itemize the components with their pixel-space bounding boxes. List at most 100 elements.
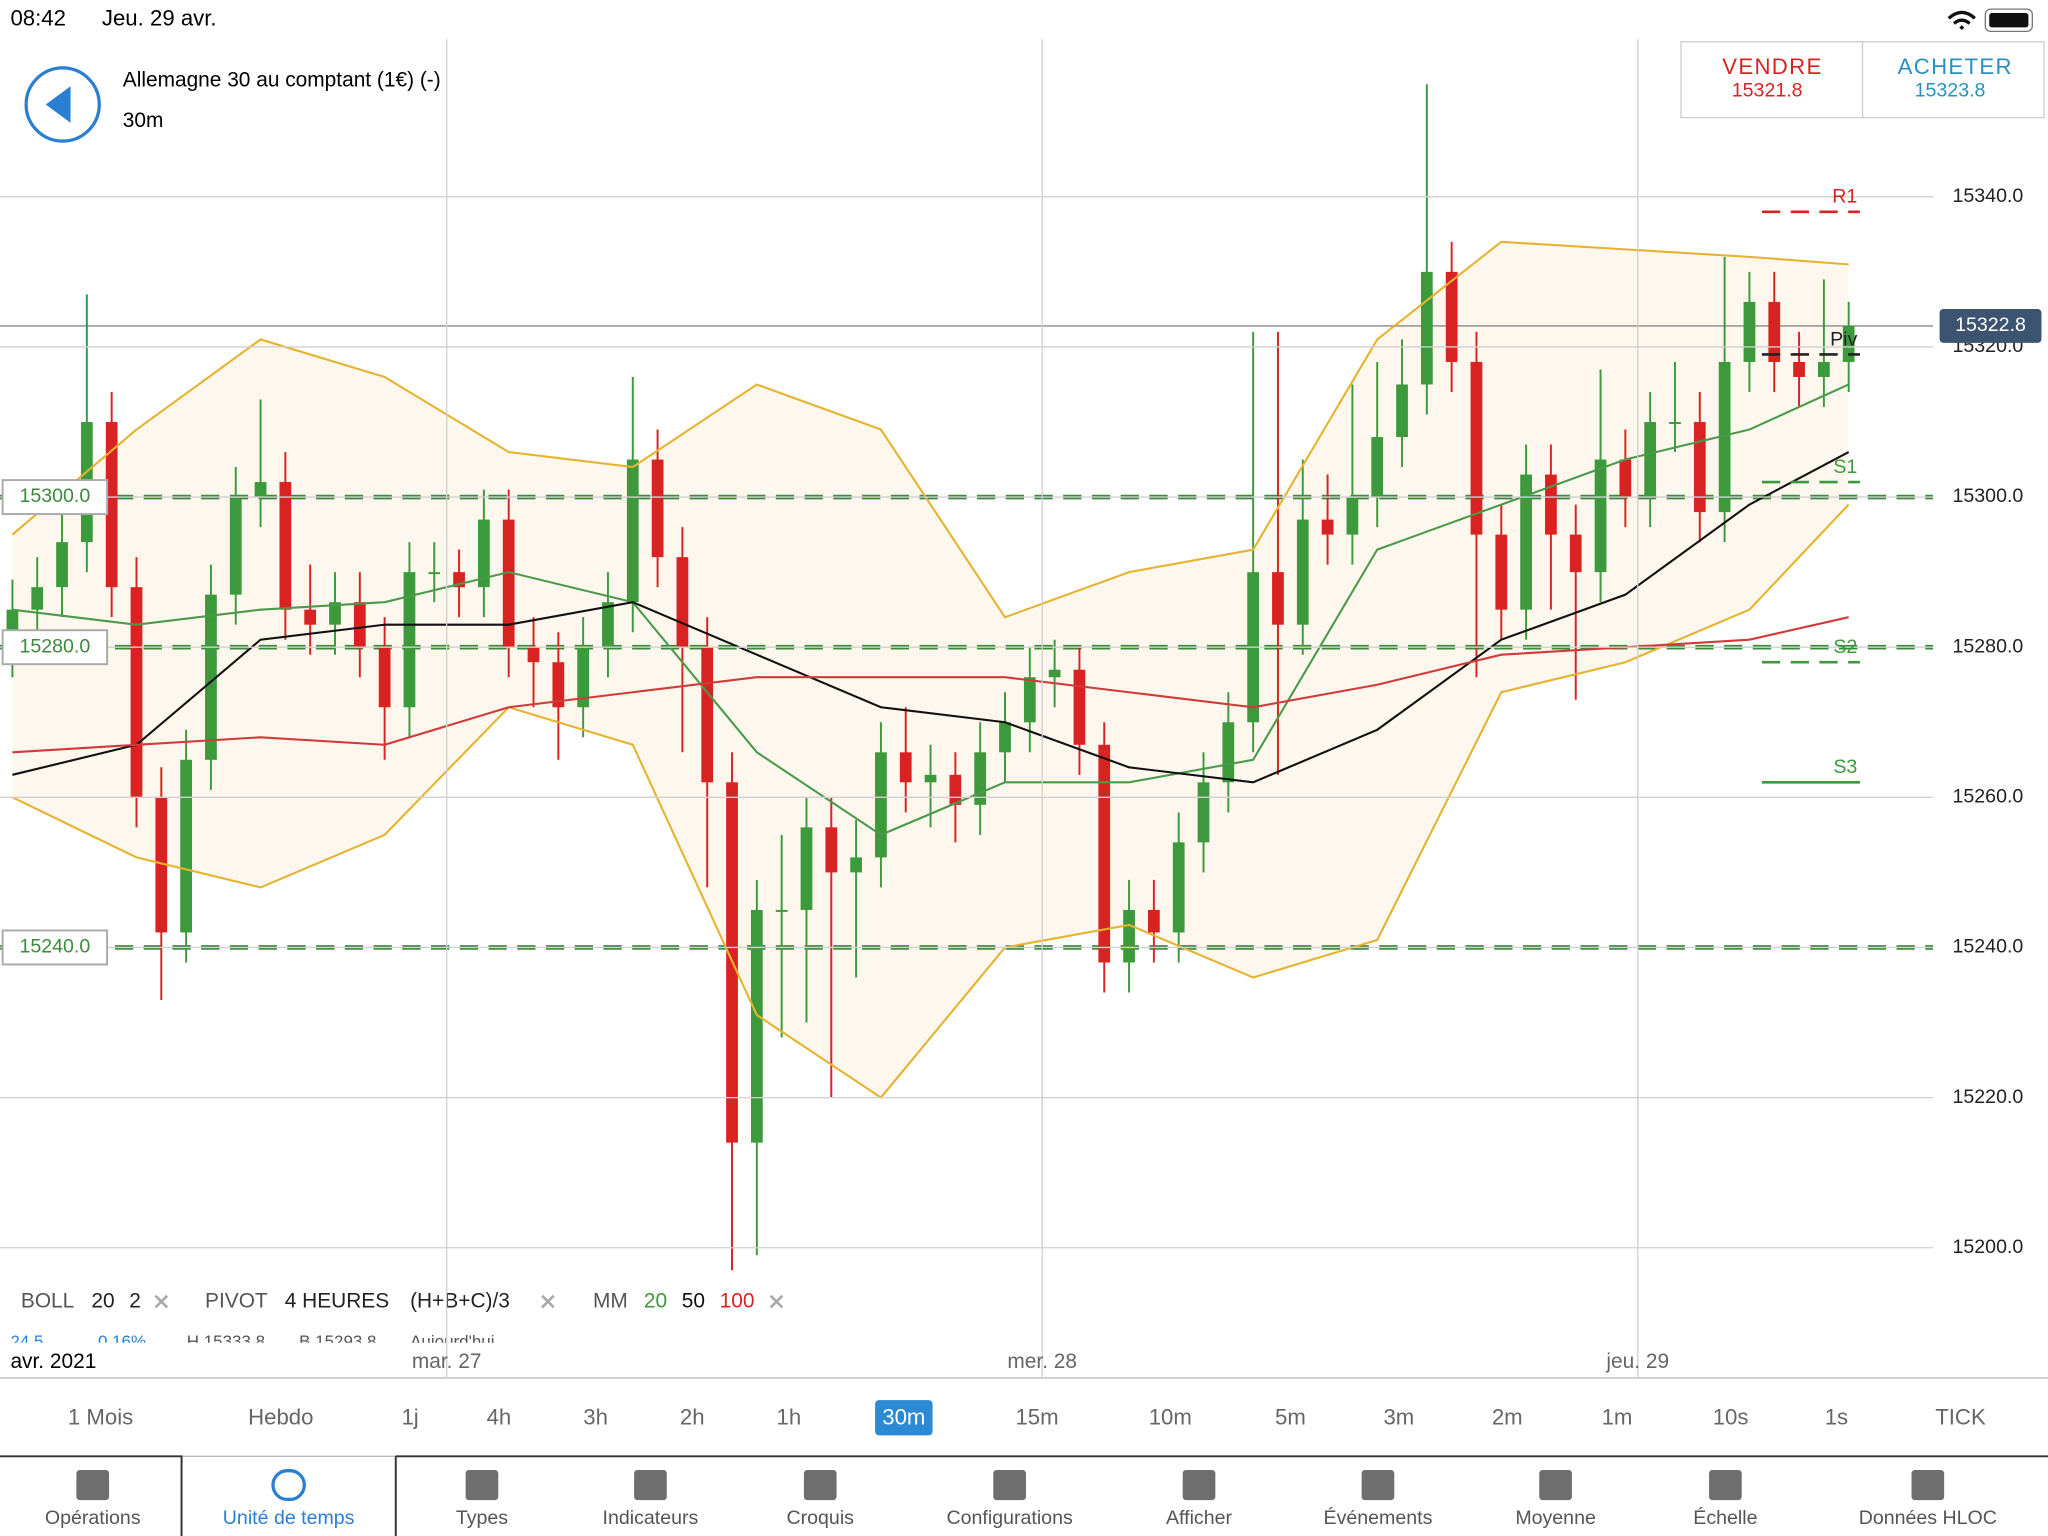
price-tag [1939, 308, 2042, 343]
mm-100[interactable]: 100 [720, 1290, 755, 1313]
toolbar-label[interactable]: Configurations [947, 1507, 1073, 1529]
toolbar-item[interactable]: Indicateurs [603, 1470, 699, 1529]
remove-icon[interactable] [769, 1294, 784, 1309]
pivot-period[interactable]: 4 HEURES [285, 1290, 389, 1313]
candle-body [1669, 422, 1681, 424]
toolbar-item[interactable]: Échelle [1693, 1470, 1758, 1529]
toolbar-item[interactable]: Données HLOC [1859, 1470, 1997, 1529]
level-box[interactable] [1, 629, 109, 666]
buy-price[interactable]: 15323.8 [1915, 80, 1986, 102]
timeframe-item[interactable]: 4h [487, 1404, 512, 1429]
mm-name[interactable]: MM [593, 1290, 628, 1313]
buy-label[interactable]: ACHETER [1898, 54, 2013, 79]
candle-body [1420, 271, 1433, 385]
pivot-label: S2 [1833, 636, 1857, 658]
pivot-label: S1 [1833, 456, 1857, 478]
timeframe-item[interactable]: 5m [1275, 1404, 1306, 1429]
toolbar-label[interactable]: Types [456, 1507, 508, 1529]
info-row: 24.5 0.16% H 15333.8 B 15293.8 Aujourd'h… [10, 1332, 494, 1343]
toolbar-icon[interactable] [1182, 1470, 1216, 1501]
sell-price[interactable]: 15321.8 [1732, 80, 1803, 102]
mm-50[interactable]: 50 [682, 1290, 705, 1313]
x-tick-label: jeu. 29 [1605, 1350, 1669, 1373]
toolbar-label[interactable]: Événements [1324, 1506, 1433, 1529]
timeframe-item[interactable]: 1m [1602, 1404, 1633, 1429]
toolbar-item[interactable]: Opérations [45, 1470, 141, 1529]
candle-body [1644, 422, 1657, 498]
toolbar-label[interactable]: Indicateurs [603, 1507, 699, 1529]
back-arrow[interactable] [45, 86, 71, 123]
timeframe-item[interactable]: 10s [1713, 1404, 1749, 1429]
toolbar-item[interactable]: Types [456, 1470, 508, 1529]
timeframe-item[interactable]: 2h [680, 1404, 705, 1429]
level-box[interactable] [1, 929, 109, 966]
toolbar-label[interactable]: Opérations [45, 1507, 141, 1529]
boll-name[interactable]: BOLL [21, 1290, 74, 1313]
candle-body [31, 587, 44, 610]
timeframe-item[interactable]: 1j [401, 1404, 418, 1429]
toolbar-icon[interactable] [465, 1470, 499, 1501]
wifi [1947, 10, 1976, 30]
candle-body [1123, 909, 1135, 963]
candle-body [1743, 301, 1756, 362]
timeframe-item[interactable]: 10m [1149, 1404, 1192, 1429]
toolbar-item[interactable]: Unité de temps [223, 1469, 355, 1529]
sell-button[interactable]: VENDRE 15321.8 [1722, 54, 1822, 102]
toolbar-label[interactable]: Données HLOC [1859, 1507, 1997, 1529]
pivot-name[interactable]: PIVOT [205, 1290, 268, 1313]
toolbar-icon[interactable] [1911, 1470, 1945, 1501]
timeframe-item[interactable]: 15m [1015, 1404, 1058, 1429]
toolbar-icon[interactable] [271, 1469, 306, 1502]
buy-button[interactable]: ACHETER 15323.8 [1898, 54, 2013, 102]
level-label[interactable]: 15280.0 [19, 635, 90, 657]
x-tick-label: mar. 27 [412, 1350, 482, 1373]
candle-body [1023, 677, 1036, 723]
toolbar-item[interactable]: Afficher [1166, 1470, 1233, 1529]
remove-icon[interactable] [541, 1294, 555, 1309]
timeframe-item[interactable]: 3m [1383, 1404, 1414, 1429]
candle-body [329, 602, 341, 625]
timeframe-item[interactable]: Hebdo [248, 1404, 313, 1429]
toolbar-icon[interactable] [1709, 1470, 1742, 1501]
candle-body [999, 722, 1011, 753]
timeframe-item[interactable]: 1s [1825, 1404, 1848, 1429]
timeframe-item[interactable]: 1h [777, 1404, 802, 1429]
toolbar-icon[interactable] [993, 1470, 1026, 1501]
sell-label[interactable]: VENDRE [1722, 54, 1822, 79]
level-label[interactable]: 15240.0 [19, 936, 90, 958]
timeframe-item[interactable]: 30m [882, 1404, 925, 1429]
back-button[interactable] [24, 66, 101, 143]
toolbar-item[interactable]: Moyenne [1515, 1470, 1596, 1529]
toolbar-item[interactable]: Croquis [787, 1470, 855, 1529]
toolbar-label[interactable]: Afficher [1166, 1507, 1232, 1529]
toolbar-icon[interactable] [803, 1470, 837, 1501]
boll-dev[interactable]: 2 [129, 1290, 141, 1313]
timeframe-item[interactable]: 3h [583, 1404, 608, 1429]
level-label[interactable]: 15300.0 [19, 485, 90, 507]
toolbar-label[interactable]: Moyenne [1515, 1507, 1596, 1529]
candle-body [899, 752, 912, 783]
toolbar-label[interactable]: Unité de temps [223, 1507, 355, 1529]
battery-level [1989, 13, 2029, 28]
boll-period[interactable]: 20 [91, 1290, 114, 1313]
toolbar-icon[interactable] [76, 1470, 110, 1501]
toolbar-label[interactable]: Échelle [1693, 1506, 1757, 1529]
indicator-legend[interactable]: BOLL 20 2 PIVOT 4 HEURES (H+B+C)/3 MM 20… [21, 1290, 784, 1313]
timeframe-item[interactable]: TICK [1935, 1404, 1986, 1429]
candle-body [527, 647, 540, 663]
remove-icon[interactable] [154, 1294, 169, 1309]
toolbar-icon[interactable] [1361, 1470, 1395, 1501]
timeframe-item[interactable]: 1 Mois [68, 1404, 133, 1429]
toolbar-item[interactable]: Configurations [947, 1470, 1073, 1529]
toolbar-icon[interactable] [1539, 1470, 1572, 1501]
toolbar-icon[interactable] [634, 1470, 667, 1501]
timeframe-selected[interactable] [875, 1400, 933, 1436]
candle-body [1098, 744, 1111, 963]
level-box[interactable] [1, 479, 109, 516]
toolbar-item[interactable]: Événements [1324, 1470, 1433, 1529]
pivot-formula[interactable]: (H+B+C)/3 [410, 1290, 510, 1313]
mm-20[interactable]: 20 [644, 1290, 667, 1313]
timeframe-item[interactable]: 2m [1492, 1404, 1523, 1429]
candle-body [1693, 422, 1706, 513]
toolbar-label[interactable]: Croquis [787, 1507, 855, 1529]
